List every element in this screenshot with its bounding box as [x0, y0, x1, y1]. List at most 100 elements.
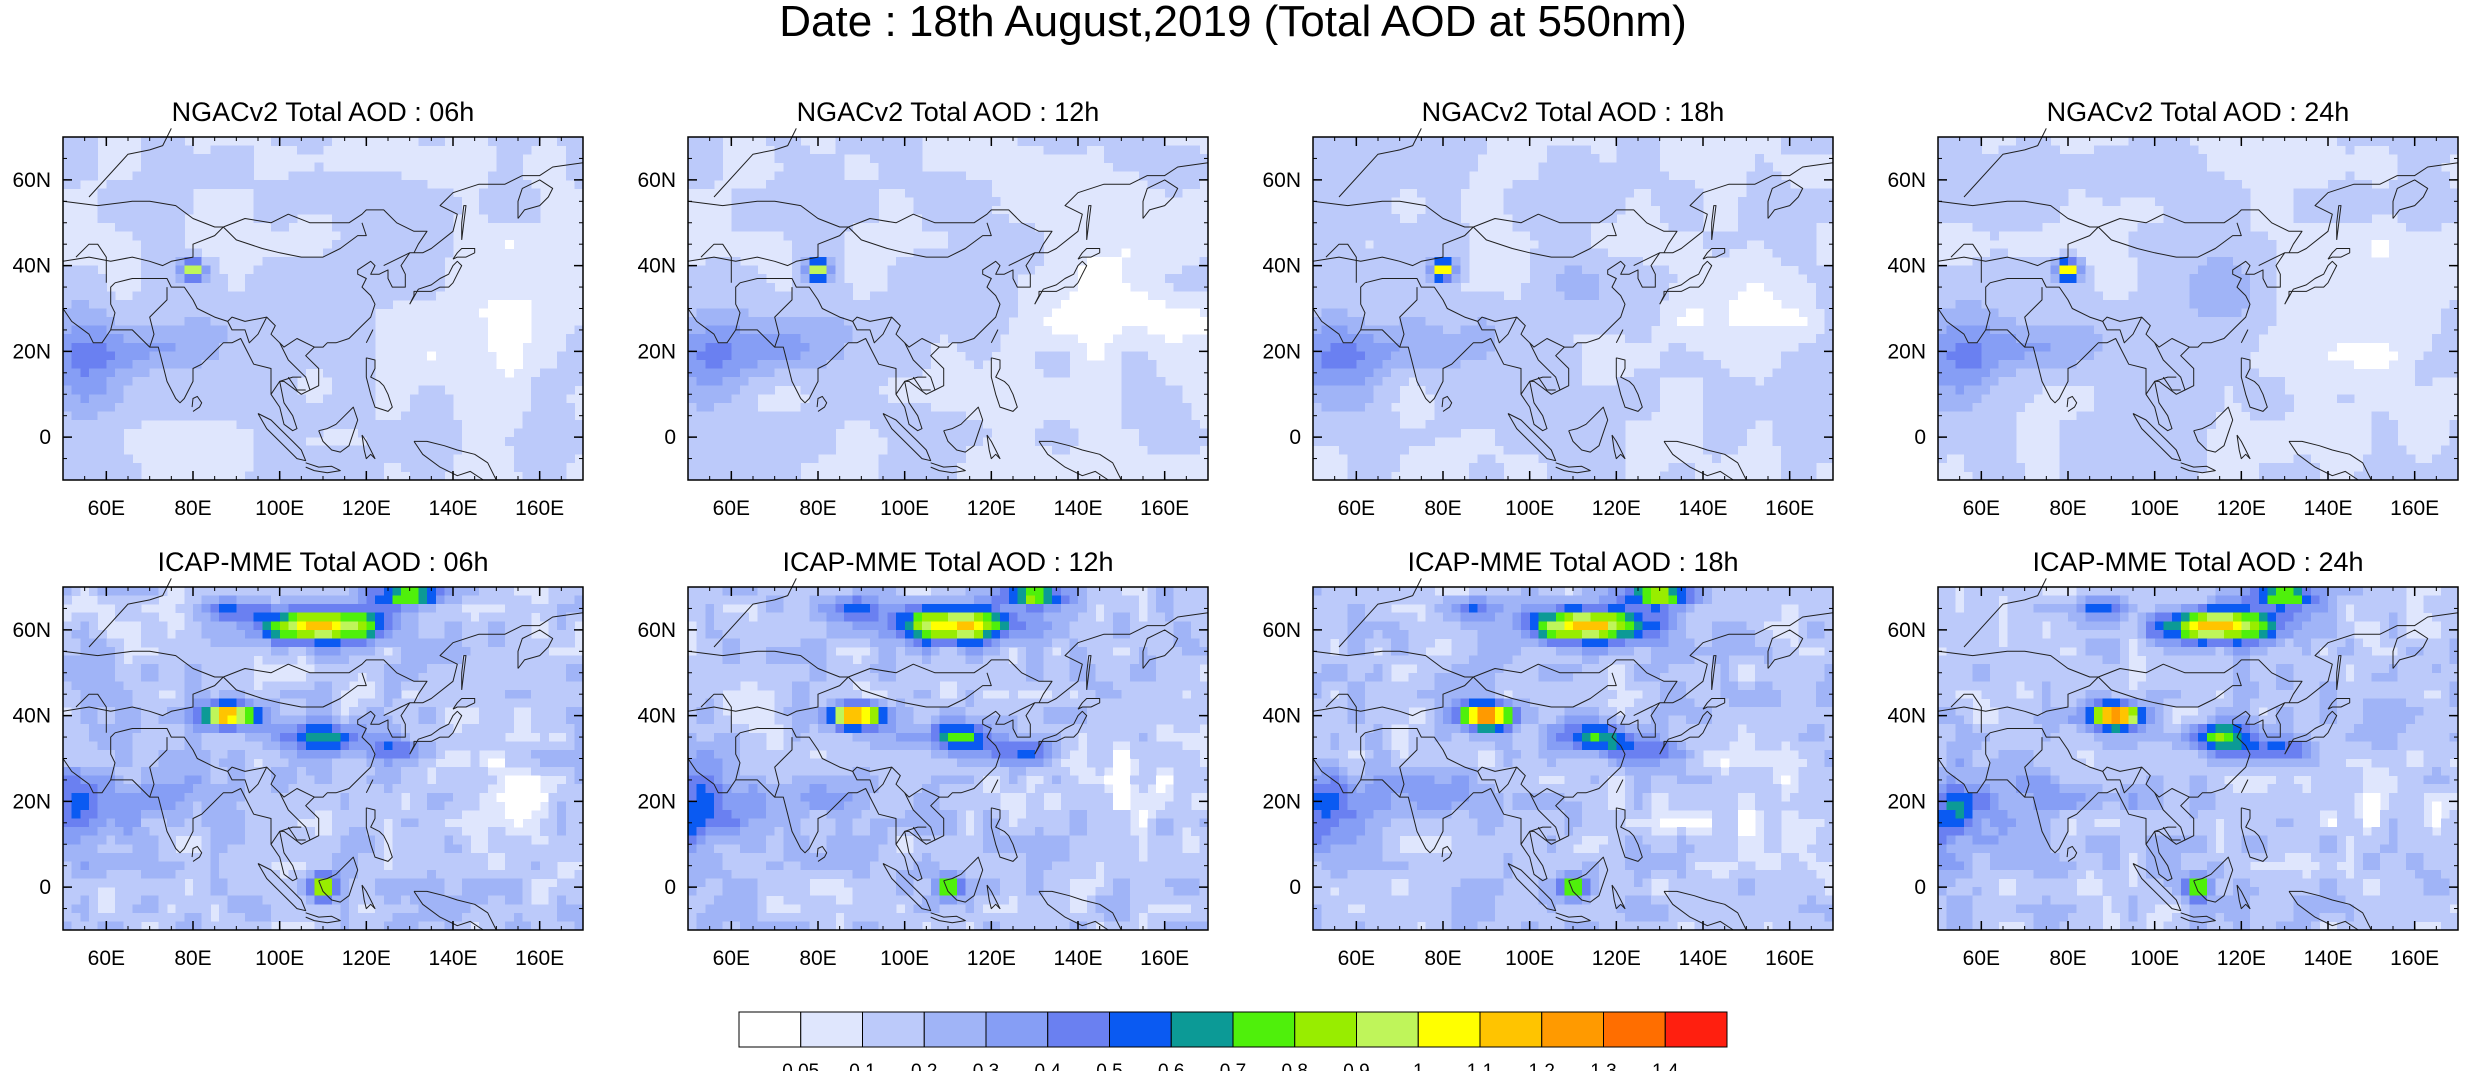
- y-tick-label: 0: [39, 426, 51, 449]
- x-tick-label: 80E: [2049, 947, 2086, 970]
- coastlines: [1312, 128, 1834, 481]
- x-tick-label: 160E: [515, 497, 564, 520]
- x-tick-label: 60E: [1963, 497, 2000, 520]
- y-tick-label: 0: [1289, 876, 1301, 899]
- x-tick-label: 100E: [2130, 497, 2179, 520]
- x-tick-label: 60E: [713, 947, 750, 970]
- colorbar-swatch: [1541, 1011, 1604, 1048]
- colorbar-label: 0.1: [849, 1061, 875, 1071]
- colorbar-swatch: [800, 1011, 863, 1048]
- colorbar-swatch: [1417, 1011, 1481, 1048]
- x-tick-label: 60E: [1338, 497, 1375, 520]
- colorbar-swatch: [1109, 1011, 1172, 1048]
- x-tick-label: 100E: [2130, 947, 2179, 970]
- colorbar-swatch: [1479, 1011, 1543, 1048]
- panel-title: NGACv2 Total AOD : 24h: [2047, 97, 2350, 127]
- aod-field: [688, 587, 1209, 931]
- y-tick-label: 60N: [12, 619, 51, 642]
- x-tick-label: 60E: [88, 947, 125, 970]
- x-tick-label: 100E: [1505, 497, 1554, 520]
- map-panel: ICAP-MME Total AOD : 06h 60E 80E 100E 120E 14…: [12, 547, 584, 970]
- colorbar-label: 0.05: [782, 1061, 819, 1071]
- x-tick-label: 160E: [1765, 497, 1814, 520]
- colorbar-label: 1.4: [1652, 1061, 1679, 1071]
- map-panel: NGACv2 Total AOD : 06h 60E 80E 100E 120E 140E…: [12, 97, 584, 520]
- panel-title: ICAP-MME Total AOD : 18h: [1407, 547, 1738, 577]
- x-tick-label: 80E: [1424, 497, 1461, 520]
- coastlines: [687, 578, 1209, 931]
- colorbar-label: 1.2: [1529, 1061, 1555, 1071]
- x-tick-label: 160E: [1140, 497, 1189, 520]
- colorbar-label: 0.6: [1158, 1061, 1184, 1071]
- x-tick-label: 100E: [255, 947, 304, 970]
- x-tick-label: 120E: [967, 947, 1016, 970]
- y-tick-label: 40N: [1887, 255, 1926, 278]
- colorbar-label: 0.5: [1096, 1061, 1122, 1071]
- colorbar-swatch: [923, 1011, 987, 1048]
- panel-title: NGACv2 Total AOD : 12h: [797, 97, 1100, 127]
- x-tick-label: 100E: [255, 497, 304, 520]
- aod-field: [63, 587, 584, 931]
- x-tick-label: 120E: [342, 497, 391, 520]
- coastlines: [62, 128, 584, 481]
- coastlines: [687, 128, 1209, 481]
- map-panel: NGACv2 Total AOD : 12h 60E 80E 100E 120E 140E…: [637, 97, 1209, 520]
- x-tick-label: 120E: [1592, 947, 1641, 970]
- colorbar-label: 0.7: [1220, 1061, 1246, 1071]
- colorbar-swatch: [1294, 1011, 1357, 1048]
- aod-field: [1938, 587, 2459, 931]
- x-tick-label: 120E: [2217, 947, 2266, 970]
- coastlines: [62, 578, 584, 931]
- colorbar-swatch: [1232, 1011, 1296, 1048]
- colorbar-swatch: [862, 1011, 925, 1048]
- x-tick-label: 60E: [713, 497, 750, 520]
- y-tick-label: 40N: [1262, 255, 1301, 278]
- x-tick-label: 160E: [1140, 947, 1189, 970]
- x-tick-label: 60E: [88, 497, 125, 520]
- colorbar-label: 1.1: [1467, 1061, 1493, 1071]
- y-tick-label: 0: [664, 426, 676, 449]
- colorbar-label: 0.4: [1035, 1061, 1062, 1071]
- x-tick-label: 60E: [1338, 947, 1375, 970]
- aod-field: [1938, 137, 2459, 481]
- colorbar-swatch: [738, 1011, 802, 1048]
- x-tick-label: 80E: [799, 947, 836, 970]
- coastlines: [1937, 578, 2459, 931]
- map-panel: ICAP-MME Total AOD : 18h 60E 80E 100E 120E 14…: [1262, 547, 1834, 970]
- x-tick-label: 140E: [1678, 497, 1727, 520]
- y-tick-label: 20N: [1262, 790, 1301, 813]
- x-tick-label: 80E: [2049, 497, 2086, 520]
- map-panel: NGACv2 Total AOD : 18h 60E 80E 100E 120E 140E…: [1262, 97, 1834, 520]
- x-tick-label: 140E: [2303, 947, 2352, 970]
- map-panel: ICAP-MME Total AOD : 12h 60E 80E 100E 120E 14…: [637, 547, 1209, 970]
- y-tick-label: 20N: [637, 790, 676, 813]
- colorbar-swatch: [1170, 1011, 1234, 1048]
- y-tick-label: 20N: [12, 790, 51, 813]
- x-tick-label: 160E: [515, 947, 564, 970]
- y-tick-label: 20N: [637, 340, 676, 363]
- y-tick-label: 60N: [1887, 169, 1926, 192]
- colorbar: 0.05 0.1 0.2 0.3 0.4 0.5 0.6 0.7 0.8 0.9 1 1.1 1.2 1.…: [738, 1011, 1728, 1071]
- y-tick-label: 0: [39, 876, 51, 899]
- y-tick-label: 60N: [1262, 169, 1301, 192]
- x-tick-label: 100E: [880, 947, 929, 970]
- y-tick-label: 40N: [1887, 705, 1926, 728]
- x-tick-label: 140E: [1053, 947, 1102, 970]
- colorbar-swatch: [1603, 1011, 1666, 1048]
- x-tick-label: 100E: [880, 497, 929, 520]
- colorbar-swatch: [1047, 1011, 1110, 1048]
- x-tick-label: 100E: [1505, 947, 1554, 970]
- y-tick-label: 40N: [12, 705, 51, 728]
- x-tick-label: 160E: [2390, 947, 2439, 970]
- colorbar-swatch: [985, 1011, 1049, 1048]
- colorbar-swatch: [1356, 1011, 1419, 1048]
- x-tick-label: 140E: [428, 947, 477, 970]
- x-tick-label: 120E: [967, 497, 1016, 520]
- y-tick-label: 40N: [637, 255, 676, 278]
- y-tick-label: 0: [664, 876, 676, 899]
- coastlines: [1937, 128, 2459, 481]
- x-tick-label: 80E: [799, 497, 836, 520]
- y-tick-label: 60N: [637, 619, 676, 642]
- colorbar-label: 0.2: [911, 1061, 937, 1071]
